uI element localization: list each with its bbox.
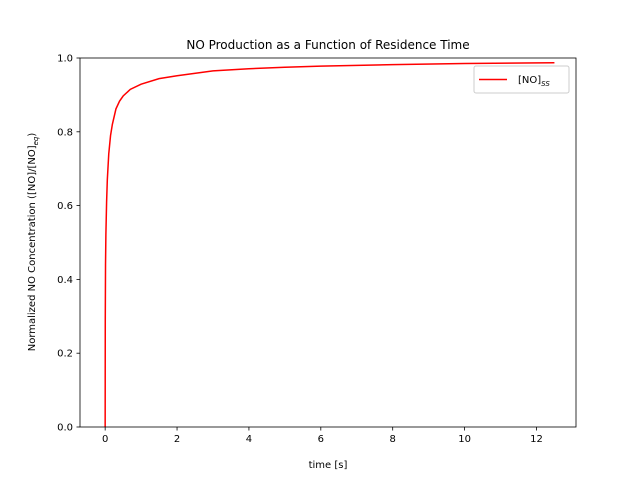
- legend: [NO]SS: [473, 65, 570, 94]
- y-tick-label: 0.4: [57, 275, 73, 286]
- x-tick-label: 8: [390, 434, 396, 445]
- legend-label-main: [NO]: [518, 75, 541, 86]
- y-tick-label: 0.0: [57, 423, 73, 434]
- y-tick-label: 0.6: [57, 201, 73, 212]
- y-tick-label: 0.8: [57, 127, 73, 138]
- y-axis-label-close: ): [27, 133, 38, 137]
- plot-frame: [79, 57, 577, 428]
- no-ss-series-line: [104, 62, 555, 428]
- x-tick-label: 4: [246, 434, 252, 445]
- x-axis-label: time [s]: [309, 460, 348, 471]
- legend-label-subscript: SS: [541, 80, 550, 88]
- y-tick-label: 0.2: [57, 349, 73, 360]
- x-tick-label: 2: [174, 434, 180, 445]
- chart-title: NO Production as a Function of Residence…: [186, 38, 469, 52]
- x-tick-label: 12: [530, 434, 543, 445]
- legend-box: [473, 65, 570, 94]
- y-axis-label: Normalized NO Concentration ([NO]/[NO]eq…: [27, 133, 40, 352]
- x-axis: 0 2 4 6 8 10 12: [102, 427, 543, 445]
- x-tick-label: 0: [102, 434, 108, 445]
- x-tick-label: 10: [458, 434, 471, 445]
- y-tick-label: 1.0: [57, 54, 73, 65]
- legend-label: [NO]SS: [518, 75, 550, 88]
- y-axis: 0.0 0.2 0.4 0.6 0.8 1.0: [57, 54, 80, 434]
- y-axis-label-subscript: eq: [32, 136, 40, 145]
- y-axis-label-main: Normalized NO Concentration ([NO]/[NO]: [27, 145, 38, 351]
- x-tick-label: 6: [318, 434, 324, 445]
- plot-area: [79, 57, 577, 428]
